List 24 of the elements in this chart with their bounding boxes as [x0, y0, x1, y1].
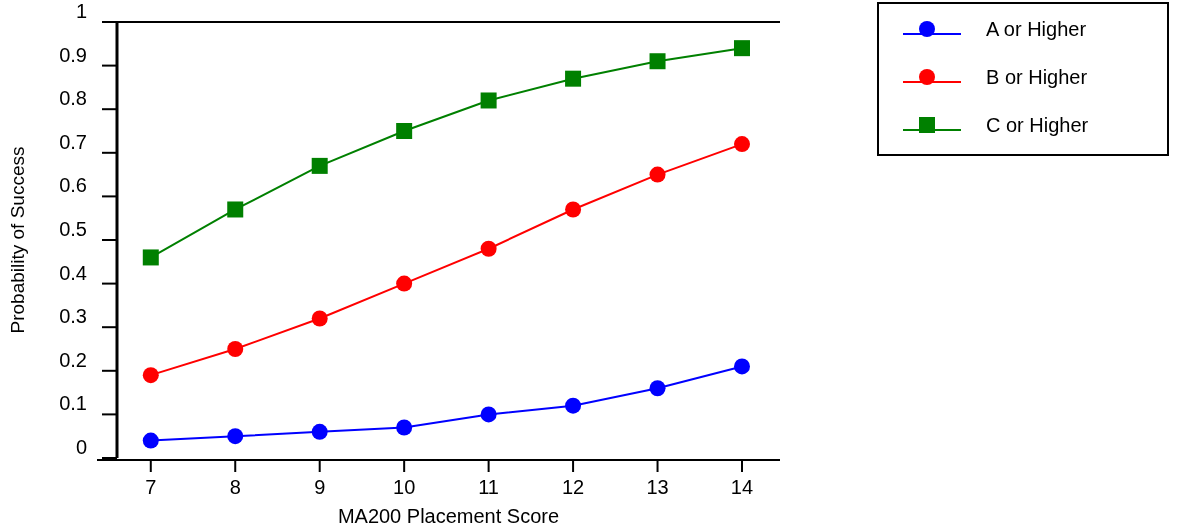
y-tick-label: 0.1	[59, 392, 87, 415]
x-tick-label: 9	[314, 476, 326, 498]
y-tick-label: 0.3	[59, 305, 87, 328]
x-tick-label: 13	[646, 476, 669, 498]
legend-label: B or Higher	[986, 66, 1088, 88]
y-tick-label: 0.6	[59, 174, 87, 197]
legend-label: A or Higher	[986, 18, 1087, 40]
y-tick-label: 1	[75, 0, 87, 22]
y-axis-title: Probability of Success	[7, 146, 28, 334]
x-axis-title: MA200 Placement Score	[337, 505, 560, 527]
y-tick-label: 0.8	[59, 87, 87, 110]
x-tick-label: 8	[229, 476, 241, 498]
x-tick-label: 12	[561, 476, 585, 498]
x-tick-label: 14	[730, 476, 754, 498]
x-tick-label: 10	[393, 476, 416, 498]
y-tick-label: 0.9	[59, 43, 87, 66]
legend-label: C or Higher	[986, 114, 1089, 136]
y-tick-label: 0.4	[59, 261, 87, 284]
y-tick-label: 0.7	[59, 130, 87, 153]
y-tick-label: 0	[75, 436, 87, 458]
x-tick-label: 11	[478, 476, 499, 498]
y-tick-label: 0.5	[59, 218, 87, 240]
x-tick-label: 7	[145, 476, 157, 498]
y-tick-label: 0.2	[59, 348, 87, 371]
